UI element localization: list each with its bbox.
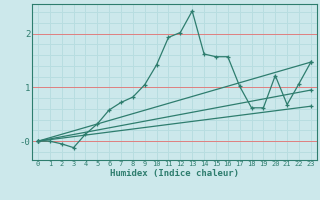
X-axis label: Humidex (Indice chaleur): Humidex (Indice chaleur) (110, 169, 239, 178)
